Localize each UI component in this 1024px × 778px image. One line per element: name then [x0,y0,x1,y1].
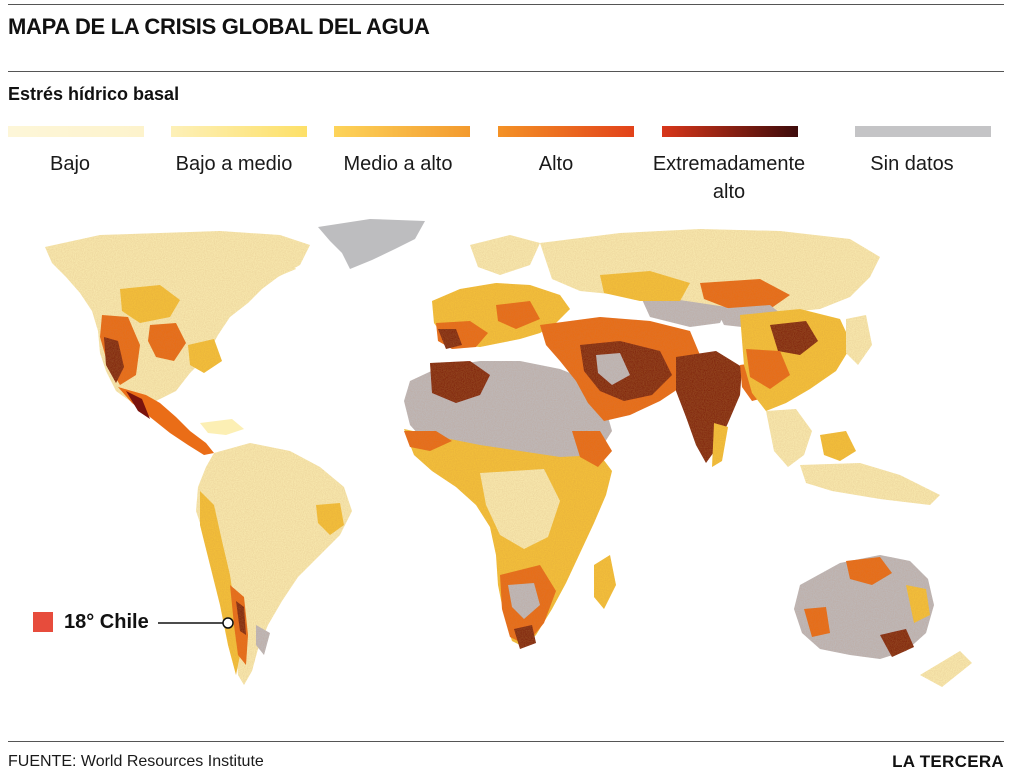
source-credit: FUENTE: World Resources Institute [8,753,264,770]
australia-region [794,555,972,687]
southeast-asia-region [766,409,940,505]
title-rule [8,71,1004,72]
chile-callout-label: 18° Chile [64,611,149,633]
legend-label-bajo-medio: Bajo a medio [175,153,293,175]
south-america-region [196,443,352,685]
east-asia-region [740,309,872,411]
legend-swatch-bajo [8,126,144,137]
map-subtitle: Estrés hídrico basal [8,84,180,104]
legend-label-sin-datos: Sin datos [870,153,954,175]
top-rule [8,4,1004,5]
legend-swatch-extremo [662,126,798,137]
world-water-stress-map [45,219,972,687]
legend-label-bajo: Bajo [49,153,91,175]
north-america-region [45,231,310,405]
africa-region [404,361,616,649]
north-asia-region [540,229,880,329]
legend-label-alto: Alto [538,153,574,175]
legend-swatch-alto [498,126,634,137]
central-america-region [118,387,244,455]
legend-swatch-bajo-medio [171,126,307,137]
legend-label-medio-alto: Medio a alto [343,153,453,175]
legend-label-extremo: Extremadamente alto [652,153,806,203]
chile-swatch [33,612,53,632]
legend-swatch-sin-datos [855,126,991,137]
legend-swatch-medio-alto [334,126,470,137]
chile-callout-dot [222,617,234,629]
footer-rule [8,741,1004,742]
page-title: MAPA DE LA CRISIS GLOBAL DEL AGUA [8,14,430,39]
greenland-region [318,219,425,269]
publisher-logo: LA TERCERA [892,752,1004,771]
europe-region [432,235,570,349]
